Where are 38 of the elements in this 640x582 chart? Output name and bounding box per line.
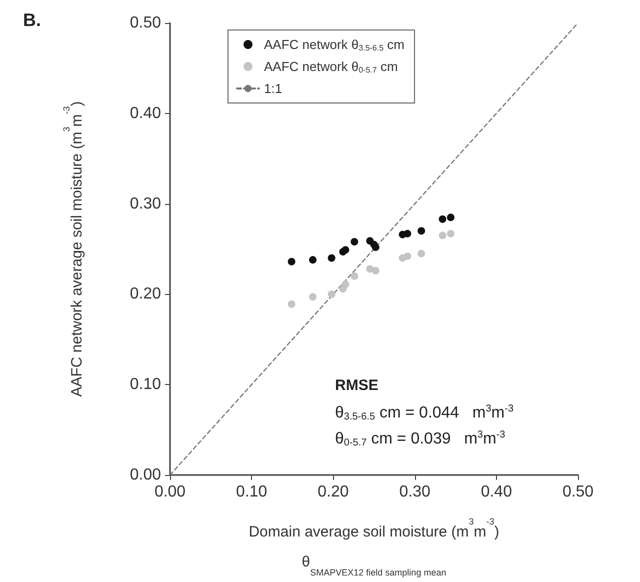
point [446, 214, 454, 222]
y-axis-title: AAFC network average soil moisture (m3m-3) [62, 101, 86, 397]
point [372, 243, 380, 251]
point [288, 300, 296, 308]
point [350, 238, 358, 246]
x-tick-label: 0.00 [154, 484, 186, 500]
point [342, 280, 350, 288]
point [438, 215, 446, 223]
text: Domain average soil moisture (m3m-3) θSMAPVEX12 field sampling mean [248, 516, 500, 578]
point [342, 246, 350, 254]
point [328, 290, 336, 298]
y-tick-label: 0.30 [130, 195, 162, 212]
point [328, 254, 336, 262]
point [404, 252, 412, 260]
y-tick-label: 0.50 [130, 14, 162, 32]
point [418, 227, 426, 235]
y-tick-label: 0.00 [130, 466, 162, 484]
x-tick-label: 0.50 [562, 484, 594, 500]
legend-label: 1:1 [264, 81, 282, 96]
point [309, 293, 317, 301]
x-tick-label: 0.40 [480, 484, 512, 500]
point [404, 230, 412, 238]
y-tick-label: 0.10 [130, 376, 162, 394]
point [309, 256, 317, 264]
y-tick-label: 0.40 [130, 104, 162, 122]
y-tick-label: 0.20 [130, 286, 162, 303]
point [366, 265, 374, 273]
x-tick-label: 0.10 [236, 484, 268, 500]
point [372, 266, 380, 274]
x-tick-label: 0.20 [318, 484, 349, 500]
point [418, 250, 426, 258]
x-tick-label: 0.30 [399, 484, 430, 500]
point [350, 272, 358, 280]
point [288, 258, 296, 266]
annotation: RMSE [335, 377, 378, 394]
point [446, 230, 454, 238]
point [438, 232, 446, 240]
chart-title: B. [23, 10, 41, 30]
